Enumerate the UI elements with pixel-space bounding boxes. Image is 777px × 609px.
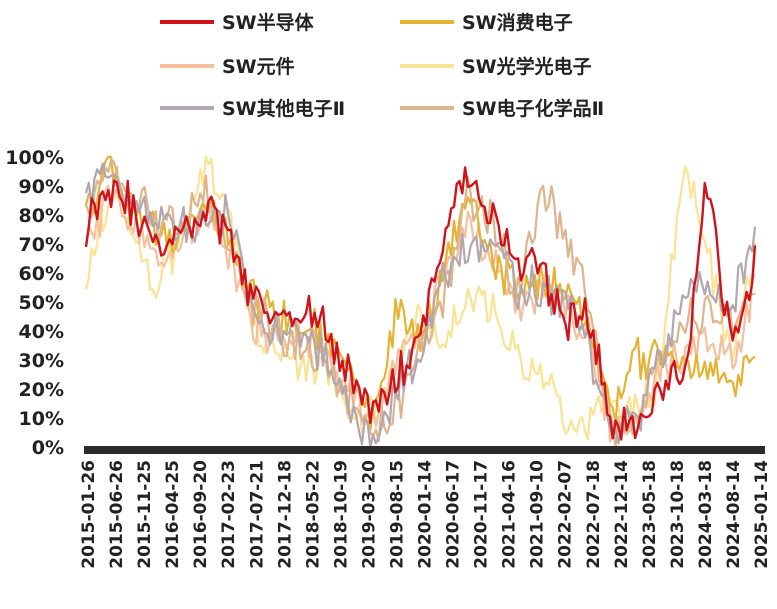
x-tick-label: 2021-09-10 xyxy=(528,460,548,569)
y-tick-label: 0% xyxy=(32,437,64,459)
legend-label: SW其他电子Ⅱ xyxy=(222,97,345,120)
y-axis: 100% 90% 80% 70% 60% 50% 40% 30% 20% 10% 0% xyxy=(5,147,64,459)
x-tick-label: 2024-08-14 xyxy=(724,460,744,569)
y-tick-label: 40% xyxy=(19,321,64,343)
legend-label: SW消费电子 xyxy=(462,11,573,34)
x-tick-label: 2015-06-26 xyxy=(107,460,127,569)
y-tick-label: 80% xyxy=(19,205,64,227)
x-tick-label: 2017-02-23 xyxy=(219,460,239,569)
x-axis: 2015-01-26 2015-06-26 2015-11-25 2016-04-25… xyxy=(79,460,772,569)
y-tick-label: 30% xyxy=(19,350,64,372)
x-tick-label: 2023-05-18 xyxy=(640,460,660,569)
series-layer xyxy=(84,155,757,449)
x-tick-label: 2016-09-20 xyxy=(191,460,211,569)
x-tick-label: 2024-03-18 xyxy=(696,460,716,569)
x-tick-label: 2017-12-18 xyxy=(275,460,295,569)
legend-label: SW半导体 xyxy=(222,11,315,34)
series-line-4 xyxy=(84,155,757,441)
x-tick-label: 2020-01-14 xyxy=(416,460,436,569)
x-tick-label: 2022-07-18 xyxy=(584,460,604,569)
y-tick-label: 60% xyxy=(19,263,64,285)
y-tick-label: 20% xyxy=(19,379,64,401)
x-tick-label: 2015-11-25 xyxy=(135,460,155,569)
x-axis-bar xyxy=(84,446,765,454)
x-tick-label: 2020-11-17 xyxy=(472,460,492,569)
x-tick-label: 2016-04-25 xyxy=(163,460,183,569)
x-tick-label: 2023-10-18 xyxy=(668,460,688,569)
legend: SW半导体 SW消费电子 SW元件 SW光学光电子 SW其他电子Ⅱ SW电子化学品Ⅱ xyxy=(160,11,604,120)
x-tick-label: 2018-05-22 xyxy=(303,460,323,569)
y-tick-label: 10% xyxy=(19,408,64,430)
y-tick-label: 50% xyxy=(19,292,64,314)
series-line-5 xyxy=(84,162,757,449)
legend-label: SW元件 xyxy=(222,55,295,78)
series-line-2 xyxy=(84,155,756,432)
x-tick-label: 2021-04-16 xyxy=(500,460,520,569)
y-tick-label: 100% xyxy=(5,147,64,169)
x-tick-label: 2022-02-07 xyxy=(556,460,576,569)
x-tick-label: 2018-10-19 xyxy=(331,460,351,569)
x-tick-label: 2020-06-17 xyxy=(444,460,464,569)
y-tick-label: 90% xyxy=(19,176,64,198)
legend-label: SW电子化学品Ⅱ xyxy=(462,97,604,120)
x-tick-label: 2017-07-21 xyxy=(247,460,267,569)
x-tick-label: 2015-01-26 xyxy=(79,460,99,569)
x-tick-label: 2025-01-14 xyxy=(752,460,772,569)
legend-label: SW光学光电子 xyxy=(462,55,592,78)
x-tick-label: 2022-12-14 xyxy=(612,460,632,569)
x-tick-label: 2019-08-15 xyxy=(387,460,407,569)
y-tick-label: 70% xyxy=(19,234,64,256)
series-line-1 xyxy=(84,166,757,441)
x-tick-label: 2019-03-20 xyxy=(359,460,379,569)
